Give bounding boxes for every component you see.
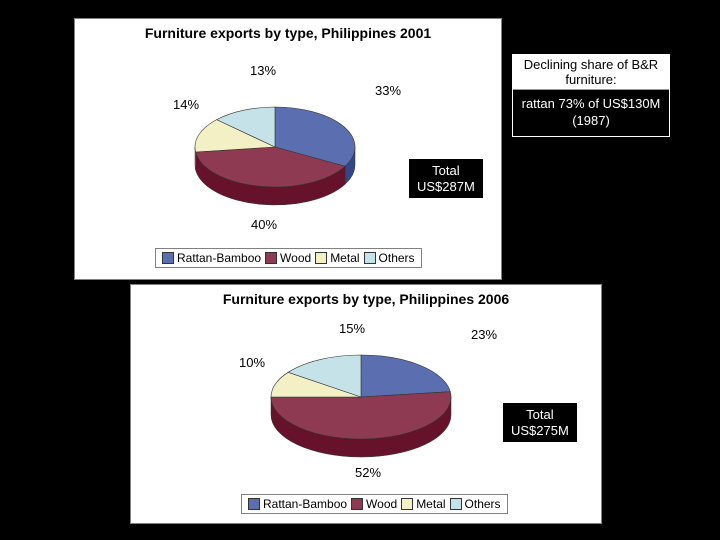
pct-others-2001: 13% bbox=[250, 63, 276, 78]
callout-heading: Declining share of B&R furniture: bbox=[513, 55, 669, 90]
swatch-wood bbox=[351, 498, 363, 510]
legend-item: Others bbox=[364, 251, 415, 265]
callout-body: rattan 73% of US$130M (1987) bbox=[521, 96, 661, 130]
swatch-metal bbox=[401, 498, 413, 510]
pct-rattan-2006: 23% bbox=[471, 327, 497, 342]
pct-wood-2001: 40% bbox=[251, 217, 277, 232]
pie-svg-2001 bbox=[185, 97, 365, 217]
swatch-wood bbox=[265, 252, 277, 264]
legend-label: Wood bbox=[366, 497, 397, 511]
total-line1: Total bbox=[417, 163, 475, 179]
chart-2006-title: Furniture exports by type, Philippines 2… bbox=[131, 285, 601, 307]
pie-svg-2006 bbox=[261, 347, 461, 467]
legend-2001: Rattan-Bamboo Wood Metal Others bbox=[155, 248, 422, 268]
callout-box: Declining share of B&R furniture: rattan… bbox=[512, 54, 670, 137]
legend-label: Wood bbox=[280, 251, 311, 265]
legend-label: Rattan-Bamboo bbox=[177, 251, 261, 265]
chart-2001-panel: Furniture exports by type, Philippines 2… bbox=[74, 18, 502, 280]
legend-item: Others bbox=[450, 497, 501, 511]
pct-metal-2006: 10% bbox=[239, 355, 265, 370]
legend-item: Metal bbox=[401, 497, 445, 511]
swatch-others bbox=[364, 252, 376, 264]
legend-label: Metal bbox=[330, 251, 359, 265]
swatch-rattan bbox=[248, 498, 260, 510]
legend-item: Rattan-Bamboo bbox=[248, 497, 347, 511]
swatch-others bbox=[450, 498, 462, 510]
legend-item: Metal bbox=[315, 251, 359, 265]
total-line2: US$287M bbox=[417, 179, 475, 195]
legend-item: Wood bbox=[265, 251, 311, 265]
total-line2: US$275M bbox=[511, 423, 569, 439]
legend-2006: Rattan-Bamboo Wood Metal Others bbox=[241, 494, 508, 514]
legend-label: Rattan-Bamboo bbox=[263, 497, 347, 511]
pct-metal-2001: 14% bbox=[173, 97, 199, 112]
legend-label: Metal bbox=[416, 497, 445, 511]
total-box-2006: Total US$275M bbox=[503, 403, 577, 442]
total-line1: Total bbox=[511, 407, 569, 423]
swatch-rattan bbox=[162, 252, 174, 264]
legend-label: Others bbox=[465, 497, 501, 511]
pct-wood-2006: 52% bbox=[355, 465, 381, 480]
legend-label: Others bbox=[379, 251, 415, 265]
pct-rattan-2001: 33% bbox=[375, 83, 401, 98]
chart-2006-panel: Furniture exports by type, Philippines 2… bbox=[130, 284, 602, 524]
chart-2006-pie bbox=[261, 347, 461, 467]
legend-item: Rattan-Bamboo bbox=[162, 251, 261, 265]
chart-2001-pie bbox=[185, 97, 365, 217]
swatch-metal bbox=[315, 252, 327, 264]
legend-item: Wood bbox=[351, 497, 397, 511]
total-box-2001: Total US$287M bbox=[409, 159, 483, 198]
pct-others-2006: 15% bbox=[339, 321, 365, 336]
chart-2001-title: Furniture exports by type, Philippines 2… bbox=[75, 19, 501, 41]
